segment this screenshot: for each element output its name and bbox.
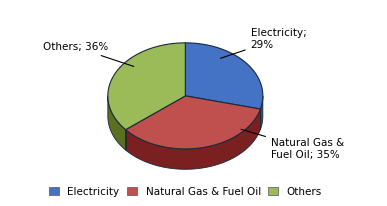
Polygon shape <box>108 43 185 130</box>
Polygon shape <box>126 96 260 149</box>
Legend: Electricity, Natural Gas & Fuel Oil, Others: Electricity, Natural Gas & Fuel Oil, Oth… <box>45 183 326 201</box>
Text: Electricity;
29%: Electricity; 29% <box>221 28 307 58</box>
Text: Natural Gas &
Fuel Oil; 35%: Natural Gas & Fuel Oil; 35% <box>241 129 344 160</box>
Polygon shape <box>260 96 263 129</box>
Polygon shape <box>108 96 126 150</box>
Polygon shape <box>126 109 260 169</box>
Polygon shape <box>185 43 263 109</box>
Text: Others; 36%: Others; 36% <box>43 42 134 67</box>
